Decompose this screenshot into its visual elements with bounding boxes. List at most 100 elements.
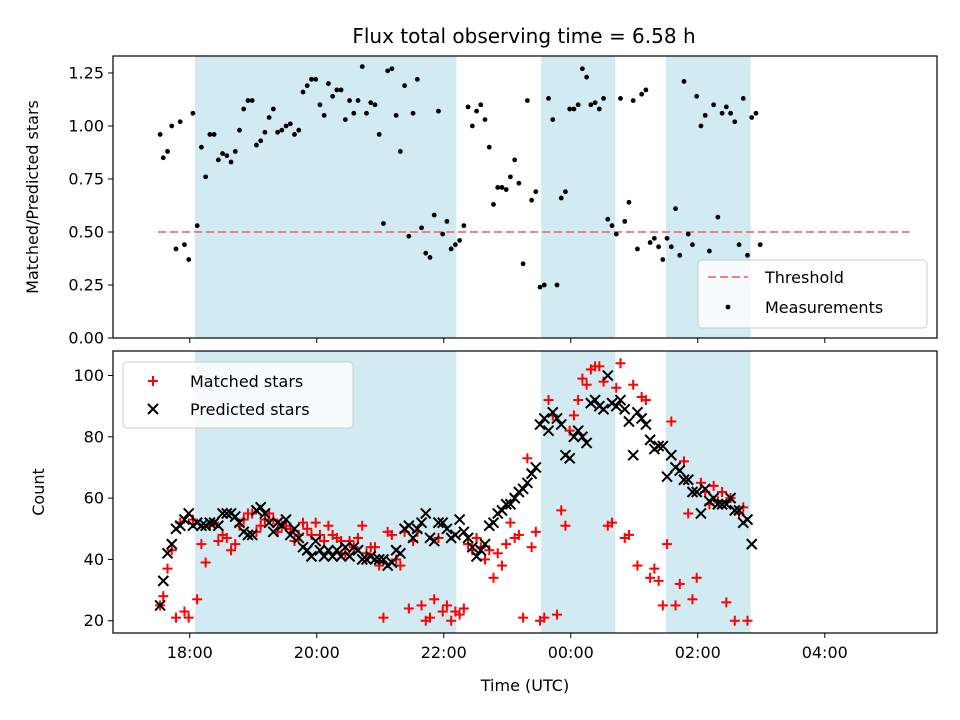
ratio-shaded-span [195,56,457,338]
measurement-point [334,87,340,93]
measurement-point [254,142,259,148]
measurement-point [660,257,666,262]
predicted-star-marker [280,513,292,526]
predicted-star-marker [517,483,529,495]
matched-star-marker [577,373,588,384]
predicted-star-marker [411,523,423,535]
matched-star-marker [213,536,224,547]
predicted-star-marker [161,547,174,560]
predicted-star-marker [293,532,305,544]
measurement-point [169,123,175,129]
legend-predicted-label: Predicted stars [190,400,310,419]
predicted-star-marker [741,513,754,526]
matched-star-marker [319,536,330,547]
measurement-point [613,231,619,237]
matched-star-marker [488,572,499,583]
matched-star-marker [513,529,524,540]
predicted-star-marker [690,486,703,498]
legend-threshold-label: Threshold [764,268,844,287]
matched-star-marker [183,612,194,623]
measurement-point [389,66,395,72]
matched-star-marker [615,358,626,369]
count-y-tick-label: 80 [84,427,104,446]
measurement-point [656,244,661,250]
predicted-star-marker [746,538,758,550]
predicted-star-marker [174,520,186,532]
measurement-point [436,108,441,114]
measurement-point [698,123,704,129]
count-panel-frame [112,350,938,634]
matched-star-marker [416,600,427,611]
predicted-star-marker [631,406,644,419]
legend-measurements-swatch [725,304,731,310]
matched-star-marker [196,539,207,550]
measurement-point [596,106,602,112]
measurement-point [224,153,230,159]
measurement-point [563,189,568,195]
measurement-point [745,252,750,258]
ratio-panel-frame [112,55,938,339]
predicted-star-marker [640,418,652,431]
predicted-star-marker [288,523,301,535]
measurement-point [469,123,475,129]
matched-star-marker [170,612,181,623]
measurement-point [749,115,755,120]
predicted-star-marker [682,474,694,486]
count-y-tick-label: 20 [84,611,104,630]
measurement-point [757,242,763,248]
predicted-star-marker [627,449,639,461]
matched-star-marker [526,542,537,553]
measurement-point [190,110,196,116]
x-tick-label: 04:00 [802,643,848,662]
predicted-star-marker [154,599,166,612]
predicted-star-marker [508,492,521,504]
ratio-y-tick-label: 0.50 [68,222,104,241]
measurement-point [651,235,657,241]
measurement-point [575,102,581,108]
predicted-star-marker [373,553,385,566]
matched-star-marker [336,536,347,547]
measurement-point [397,149,403,154]
matched-star-marker [729,615,740,626]
predicted-star-marker [263,516,275,529]
measurement-point [309,76,314,82]
measurement-point [402,83,407,89]
measurement-point [321,112,327,118]
measurement-point [630,98,636,103]
matched-star-marker [441,600,452,611]
count-legend-box [122,361,354,429]
predicted-star-marker [284,529,296,541]
matched-star-marker [403,603,414,614]
measurement-point [203,174,209,180]
predicted-star-marker [331,544,343,556]
measurement-point [508,174,513,180]
matched-star-marker [691,572,702,583]
predicted-star-marker [707,492,720,504]
measurement-point [173,246,179,252]
predicted-star-marker [576,431,589,443]
matched-star-marker [306,529,317,540]
matched-star-marker [484,545,495,556]
predicted-star-marker [369,553,381,566]
predicted-star-marker [259,507,271,520]
measurement-point [270,106,276,112]
measurement-point [622,218,628,224]
measurement-point [723,104,729,110]
matched-star-marker [395,560,406,571]
measurement-point [207,132,213,137]
count-shaded-span [541,351,616,633]
measurement-point [618,96,623,101]
measurement-point [579,66,585,72]
ratio-y-tick-label: 1.25 [68,63,104,82]
matched-star-marker [458,603,469,614]
measurement-point [635,246,640,252]
measurement-point [753,110,759,116]
matched-star-marker [687,594,698,605]
measurement-point [406,233,412,239]
measurement-point [495,185,501,190]
measurement-point [448,246,454,252]
predicted-star-marker [267,526,280,538]
measurement-point [381,221,386,226]
measurement-point [673,206,678,212]
matched-star-marker [505,517,516,528]
